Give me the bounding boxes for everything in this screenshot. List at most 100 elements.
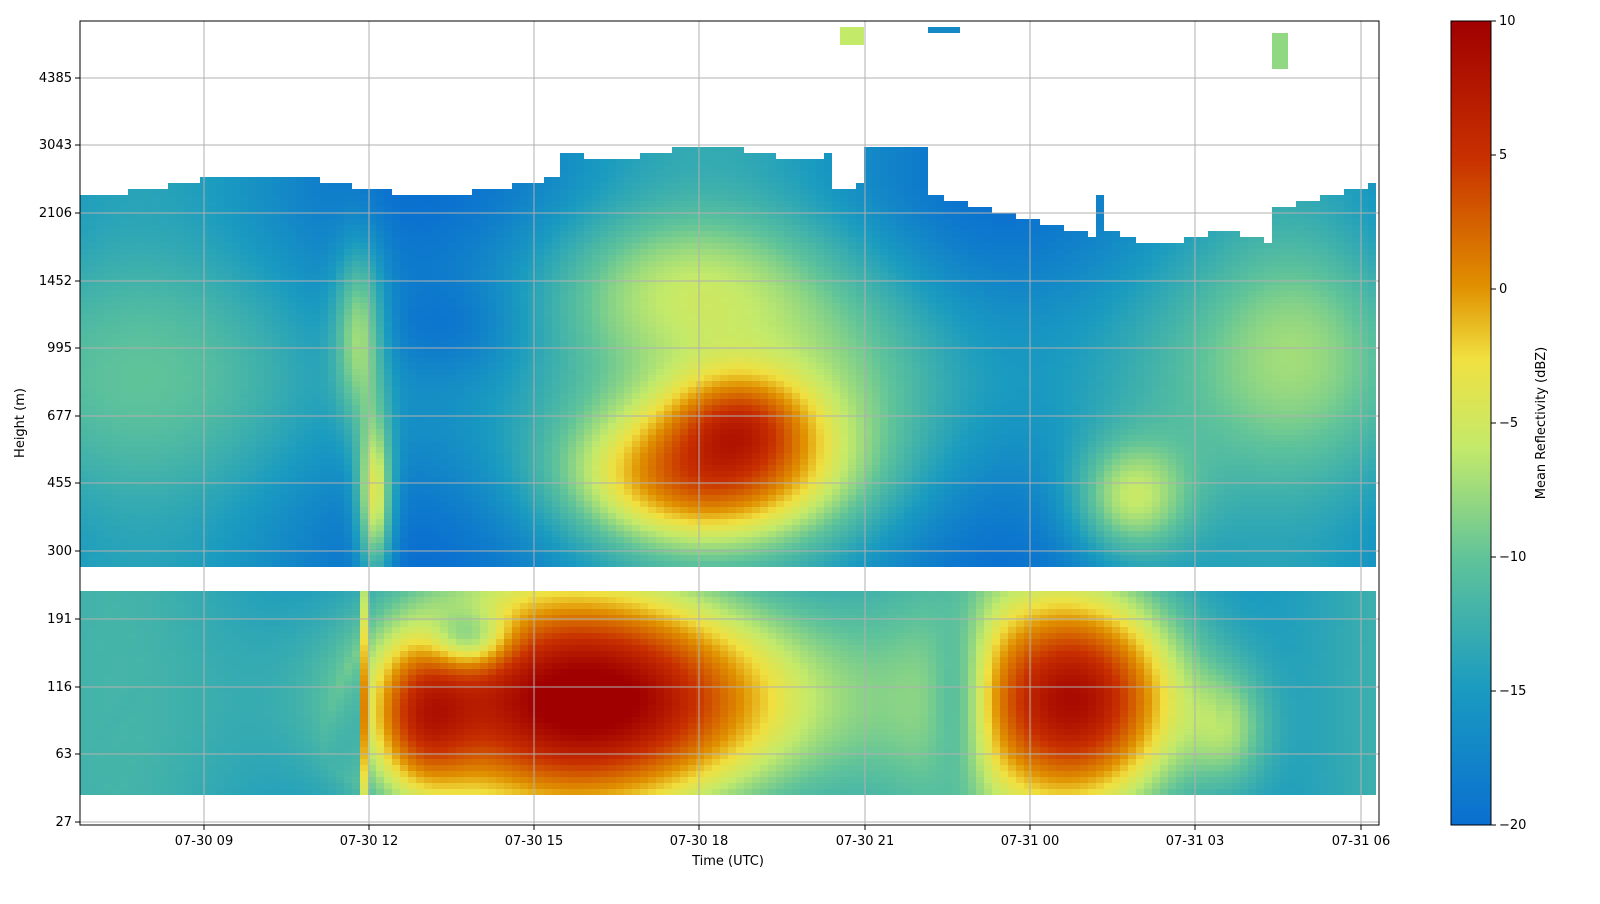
heatmap-cell xyxy=(184,561,192,567)
heatmap-cell xyxy=(144,237,152,243)
heatmap-cell xyxy=(208,471,216,477)
heatmap-cell xyxy=(336,789,344,795)
heatmap-cell xyxy=(480,549,488,555)
heatmap-cell xyxy=(376,609,384,615)
heatmap-cell xyxy=(360,351,368,357)
heatmap-cell xyxy=(112,621,120,627)
heatmap-cell xyxy=(264,741,272,747)
heatmap-cell xyxy=(272,729,280,735)
heatmap-cell xyxy=(368,375,376,381)
heatmap-cell xyxy=(472,243,480,249)
heatmap-cell xyxy=(280,195,288,201)
heatmap-cell xyxy=(320,357,328,363)
heatmap-cell xyxy=(480,219,488,225)
heatmap-cell xyxy=(416,225,424,231)
heatmap-cell xyxy=(440,327,448,333)
heatmap-cell xyxy=(352,651,360,657)
heatmap-cell xyxy=(360,279,368,285)
heatmap-cell xyxy=(248,753,256,759)
heatmap-cell xyxy=(184,225,192,231)
heatmap-cell xyxy=(424,255,432,261)
heatmap-cell xyxy=(104,255,112,261)
heatmap-cell xyxy=(112,279,120,285)
heatmap-cell xyxy=(304,669,312,675)
heatmap-cell xyxy=(136,465,144,471)
heatmap-cell xyxy=(432,783,440,789)
heatmap-cell xyxy=(224,201,232,207)
heatmap-cell xyxy=(128,339,136,345)
heatmap-cell xyxy=(160,417,168,423)
heatmap-cell xyxy=(152,753,160,759)
heatmap-cell xyxy=(312,195,320,201)
heatmap-cell xyxy=(328,189,336,195)
heatmap-cell xyxy=(440,759,448,765)
heatmap-cell xyxy=(96,351,104,357)
heatmap-cell xyxy=(376,279,384,285)
heatmap-cell xyxy=(104,243,112,249)
heatmap-cell xyxy=(480,363,488,369)
heatmap-cell xyxy=(376,789,384,795)
heatmap-cell xyxy=(272,393,280,399)
heatmap-cell xyxy=(264,759,272,765)
heatmap-cell xyxy=(104,645,112,651)
heatmap-cell xyxy=(352,315,360,321)
heatmap-cell xyxy=(224,357,232,363)
heatmap-cell xyxy=(344,507,352,513)
heatmap-cell xyxy=(80,741,88,747)
heatmap-cell xyxy=(264,273,272,279)
heatmap-cell xyxy=(240,717,248,723)
heatmap-cell xyxy=(248,639,256,645)
heatmap-cell xyxy=(256,453,264,459)
heatmap-cell xyxy=(232,735,240,741)
heatmap-cell xyxy=(240,675,248,681)
heatmap-cell xyxy=(104,519,112,525)
heatmap-cell xyxy=(128,357,136,363)
heatmap-cell xyxy=(400,489,408,495)
heatmap-cell xyxy=(440,675,448,681)
heatmap-cell xyxy=(280,393,288,399)
heatmap-cell xyxy=(248,657,256,663)
heatmap-cell xyxy=(416,459,424,465)
heatmap-cell xyxy=(464,261,472,267)
heatmap-cell xyxy=(344,225,352,231)
heatmap-cell xyxy=(480,297,488,303)
heatmap-cell xyxy=(360,477,368,483)
heatmap-cell xyxy=(80,255,88,261)
heatmap-cell xyxy=(432,261,440,267)
heatmap-cell xyxy=(96,363,104,369)
heatmap-cell xyxy=(424,453,432,459)
heatmap-cell xyxy=(464,381,472,387)
heatmap-cell xyxy=(168,645,176,651)
heatmap-cell xyxy=(224,429,232,435)
heatmap-cell xyxy=(360,711,368,717)
heatmap-cell xyxy=(336,609,344,615)
heatmap-cell xyxy=(128,783,136,789)
heatmap-cell xyxy=(368,333,376,339)
heatmap-cell xyxy=(232,525,240,531)
heatmap-cell xyxy=(312,699,320,705)
heatmap-cell xyxy=(176,687,184,693)
heatmap-cell xyxy=(392,519,400,525)
heatmap-cell xyxy=(248,237,256,243)
heatmap-cell xyxy=(440,681,448,687)
heatmap-cell xyxy=(240,771,248,777)
heatmap-cell xyxy=(152,309,160,315)
heatmap-cell xyxy=(360,687,368,693)
heatmap-cell xyxy=(88,789,96,795)
heatmap-cell xyxy=(104,621,112,627)
heatmap-cell xyxy=(176,711,184,717)
heatmap-cell xyxy=(232,297,240,303)
heatmap-cell xyxy=(376,213,384,219)
heatmap-cell xyxy=(176,627,184,633)
heatmap-cell xyxy=(240,435,248,441)
heatmap-cell xyxy=(280,615,288,621)
heatmap-cell xyxy=(432,597,440,603)
heatmap-cell xyxy=(152,513,160,519)
heatmap-cell xyxy=(120,543,128,549)
heatmap-cell xyxy=(312,333,320,339)
heatmap-cell xyxy=(184,519,192,525)
heatmap-cell xyxy=(320,237,328,243)
heatmap-cell xyxy=(440,783,448,789)
heatmap-cell xyxy=(160,339,168,345)
heatmap-cell xyxy=(304,489,312,495)
